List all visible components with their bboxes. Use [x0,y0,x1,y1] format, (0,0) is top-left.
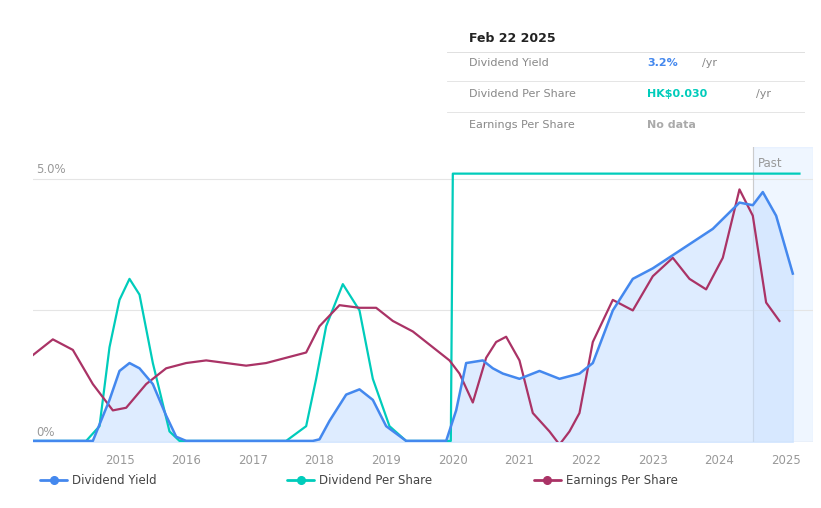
Text: /yr: /yr [702,58,717,69]
Text: 2020: 2020 [438,454,468,466]
Text: Dividend Yield: Dividend Yield [72,473,157,487]
Text: 3.2%: 3.2% [648,58,678,69]
Text: 2019: 2019 [371,454,401,466]
Text: Dividend Yield: Dividend Yield [469,58,548,69]
Text: 2016: 2016 [172,454,201,466]
Text: 2018: 2018 [305,454,334,466]
Text: No data: No data [648,120,696,130]
Text: 2015: 2015 [104,454,135,466]
Text: Earnings Per Share: Earnings Per Share [469,120,575,130]
Text: Dividend Per Share: Dividend Per Share [319,473,433,487]
Text: Earnings Per Share: Earnings Per Share [566,473,678,487]
Text: 2021: 2021 [505,454,534,466]
Text: 2023: 2023 [638,454,667,466]
Text: Dividend Per Share: Dividend Per Share [469,89,576,99]
Text: 0%: 0% [36,426,55,439]
Text: 2022: 2022 [571,454,601,466]
Text: /yr: /yr [756,89,771,99]
Text: 2025: 2025 [771,454,801,466]
Text: 5.0%: 5.0% [36,163,66,176]
Text: Past: Past [758,157,782,170]
Text: HK$0.030: HK$0.030 [648,89,708,99]
Bar [753,147,813,442]
Text: 2024: 2024 [704,454,735,466]
Text: 2017: 2017 [238,454,268,466]
Text: Feb 22 2025: Feb 22 2025 [469,32,556,45]
